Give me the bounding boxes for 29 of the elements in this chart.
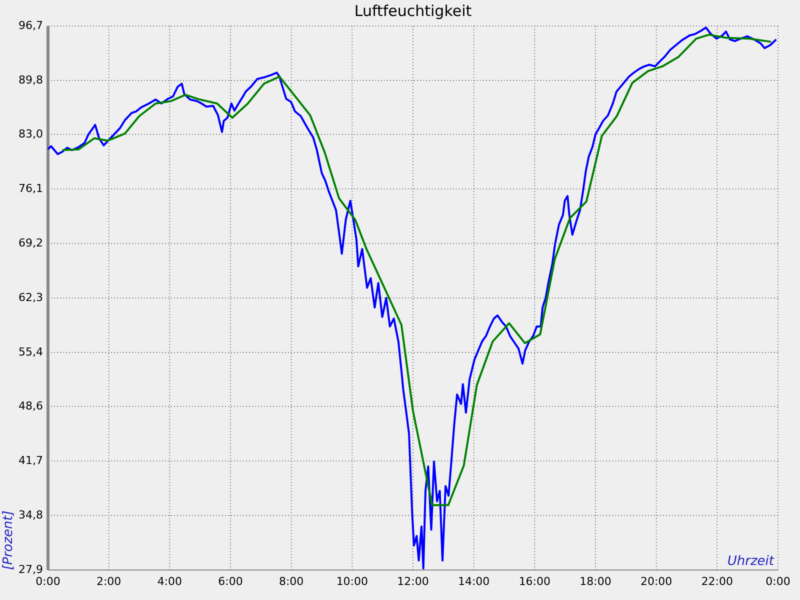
x-tick-label: 0:00	[36, 575, 60, 588]
x-tick-label: 2:00	[96, 575, 122, 588]
x-tick-label: 16:00	[518, 575, 551, 588]
x-tick-label: 0:00	[766, 575, 790, 588]
x-tick-label: 22:00	[701, 575, 734, 588]
y-tick-label: 34,8	[18, 508, 43, 522]
y-tick-label: 89,8	[18, 74, 43, 87]
line-series	[47, 26, 778, 570]
y-tick-label: 96,7	[18, 19, 43, 32]
y-tick-label: 41,7	[18, 454, 43, 467]
x-tick-label: 8:00	[278, 575, 304, 588]
y-axis-title: [Prozent]	[1, 510, 16, 570]
y-tick-label: 48,6	[18, 399, 43, 412]
y-tick-label: 62,3	[18, 291, 43, 304]
y-tick-label: 76,1	[18, 182, 43, 195]
y-tick-label: 69,2	[18, 236, 43, 250]
y-tick-label: 55,4	[18, 346, 43, 359]
x-tick-label: 4:00	[157, 575, 182, 588]
x-tick-label: 10:00	[336, 575, 368, 588]
y-tick-label: 83,0	[18, 127, 43, 140]
x-tick-label: 14:00	[458, 575, 490, 588]
y-tick-label: 27,9	[18, 563, 43, 576]
x-tick-label: 18:00	[580, 575, 612, 588]
x-tick-label: 6:00	[218, 575, 243, 588]
x-tick-label: 20:00	[640, 575, 672, 588]
x-tick-label: 12:00	[397, 575, 429, 588]
line-series	[61, 34, 772, 506]
x-axis-title: Uhrzeit	[727, 554, 775, 569]
chart-title: Luftfeuchtigkeit	[354, 2, 472, 20]
